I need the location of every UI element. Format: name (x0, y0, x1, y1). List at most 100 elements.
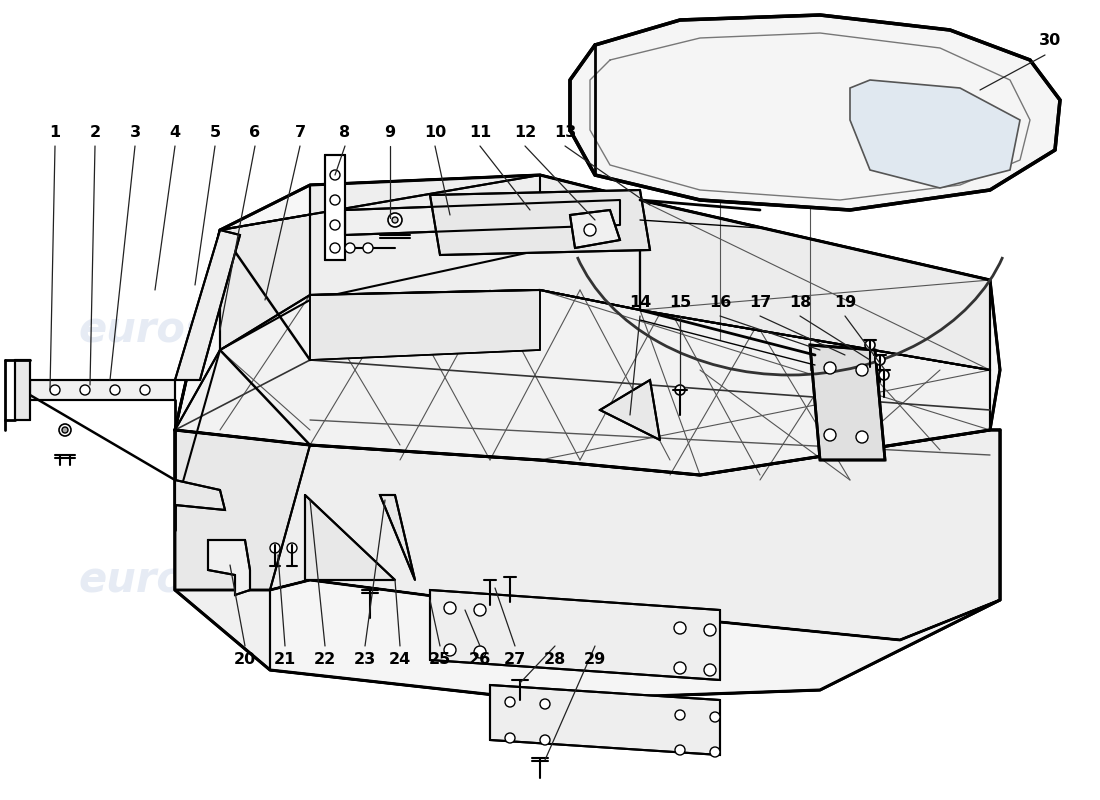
Polygon shape (175, 290, 990, 475)
Text: eurospares: eurospares (466, 406, 773, 454)
Polygon shape (175, 430, 310, 590)
Circle shape (392, 217, 398, 223)
Circle shape (584, 224, 596, 236)
Circle shape (856, 364, 868, 376)
Circle shape (330, 170, 340, 180)
Text: 7: 7 (295, 125, 306, 140)
Circle shape (675, 710, 685, 720)
Circle shape (444, 644, 456, 656)
Text: 8: 8 (340, 125, 351, 140)
Polygon shape (220, 175, 540, 350)
Circle shape (330, 243, 340, 253)
Polygon shape (430, 590, 720, 680)
Polygon shape (430, 190, 650, 255)
Circle shape (270, 543, 280, 553)
Circle shape (330, 195, 340, 205)
Circle shape (874, 355, 886, 365)
Circle shape (674, 622, 686, 634)
Text: 26: 26 (469, 652, 491, 667)
Text: 11: 11 (469, 125, 491, 140)
Text: 28: 28 (543, 652, 566, 667)
Text: 13: 13 (554, 125, 576, 140)
Polygon shape (810, 345, 886, 460)
Polygon shape (175, 480, 226, 510)
Circle shape (505, 733, 515, 743)
Circle shape (505, 697, 515, 707)
Polygon shape (490, 685, 720, 755)
Polygon shape (305, 495, 395, 580)
Circle shape (444, 602, 456, 614)
Polygon shape (270, 580, 1000, 700)
Circle shape (50, 385, 60, 395)
Text: 29: 29 (584, 652, 606, 667)
Circle shape (675, 745, 685, 755)
Text: 4: 4 (169, 125, 180, 140)
Polygon shape (570, 210, 620, 248)
Polygon shape (345, 200, 620, 235)
Circle shape (824, 429, 836, 441)
Text: 10: 10 (424, 125, 447, 140)
Circle shape (710, 712, 720, 722)
Text: 14: 14 (629, 295, 651, 310)
Polygon shape (310, 175, 640, 310)
Circle shape (540, 699, 550, 709)
Polygon shape (570, 15, 1060, 210)
Circle shape (704, 624, 716, 636)
Polygon shape (310, 290, 540, 360)
Polygon shape (850, 80, 1020, 188)
Circle shape (865, 340, 874, 350)
Circle shape (363, 243, 373, 253)
Polygon shape (30, 380, 175, 400)
Circle shape (474, 646, 486, 658)
Circle shape (140, 385, 150, 395)
Text: 3: 3 (130, 125, 141, 140)
Polygon shape (175, 175, 1000, 475)
Circle shape (388, 213, 401, 227)
Polygon shape (324, 155, 345, 260)
Circle shape (59, 424, 72, 436)
Circle shape (474, 604, 486, 616)
Polygon shape (379, 495, 415, 580)
Text: 5: 5 (209, 125, 221, 140)
Text: 2: 2 (89, 125, 100, 140)
Text: eurospares: eurospares (466, 646, 773, 694)
Circle shape (675, 385, 685, 395)
Text: 12: 12 (514, 125, 536, 140)
Text: 30: 30 (1038, 33, 1061, 48)
Circle shape (80, 385, 90, 395)
Text: 19: 19 (834, 295, 856, 310)
Polygon shape (175, 430, 1000, 700)
Polygon shape (175, 430, 1000, 640)
Circle shape (540, 735, 550, 745)
Circle shape (824, 362, 836, 374)
Text: 1: 1 (50, 125, 60, 140)
Circle shape (879, 370, 889, 380)
Polygon shape (640, 200, 990, 370)
Circle shape (287, 543, 297, 553)
Text: 9: 9 (384, 125, 396, 140)
Circle shape (710, 747, 720, 757)
Circle shape (856, 431, 868, 443)
Text: 15: 15 (669, 295, 691, 310)
Text: 21: 21 (274, 652, 296, 667)
Text: 17: 17 (749, 295, 771, 310)
Text: 27: 27 (504, 652, 526, 667)
Text: 6: 6 (250, 125, 261, 140)
Text: eurospares: eurospares (78, 309, 342, 351)
Text: 23: 23 (354, 652, 376, 667)
Circle shape (704, 664, 716, 676)
Text: eurospares: eurospares (78, 559, 342, 601)
Circle shape (110, 385, 120, 395)
Text: 24: 24 (389, 652, 411, 667)
Polygon shape (208, 540, 250, 595)
Text: 20: 20 (234, 652, 256, 667)
Text: 18: 18 (789, 295, 811, 310)
Text: 25: 25 (429, 652, 451, 667)
Text: 22: 22 (314, 652, 337, 667)
Polygon shape (15, 360, 30, 420)
Circle shape (345, 243, 355, 253)
Polygon shape (600, 380, 660, 440)
Text: 16: 16 (708, 295, 732, 310)
Circle shape (674, 662, 686, 674)
Circle shape (330, 220, 340, 230)
